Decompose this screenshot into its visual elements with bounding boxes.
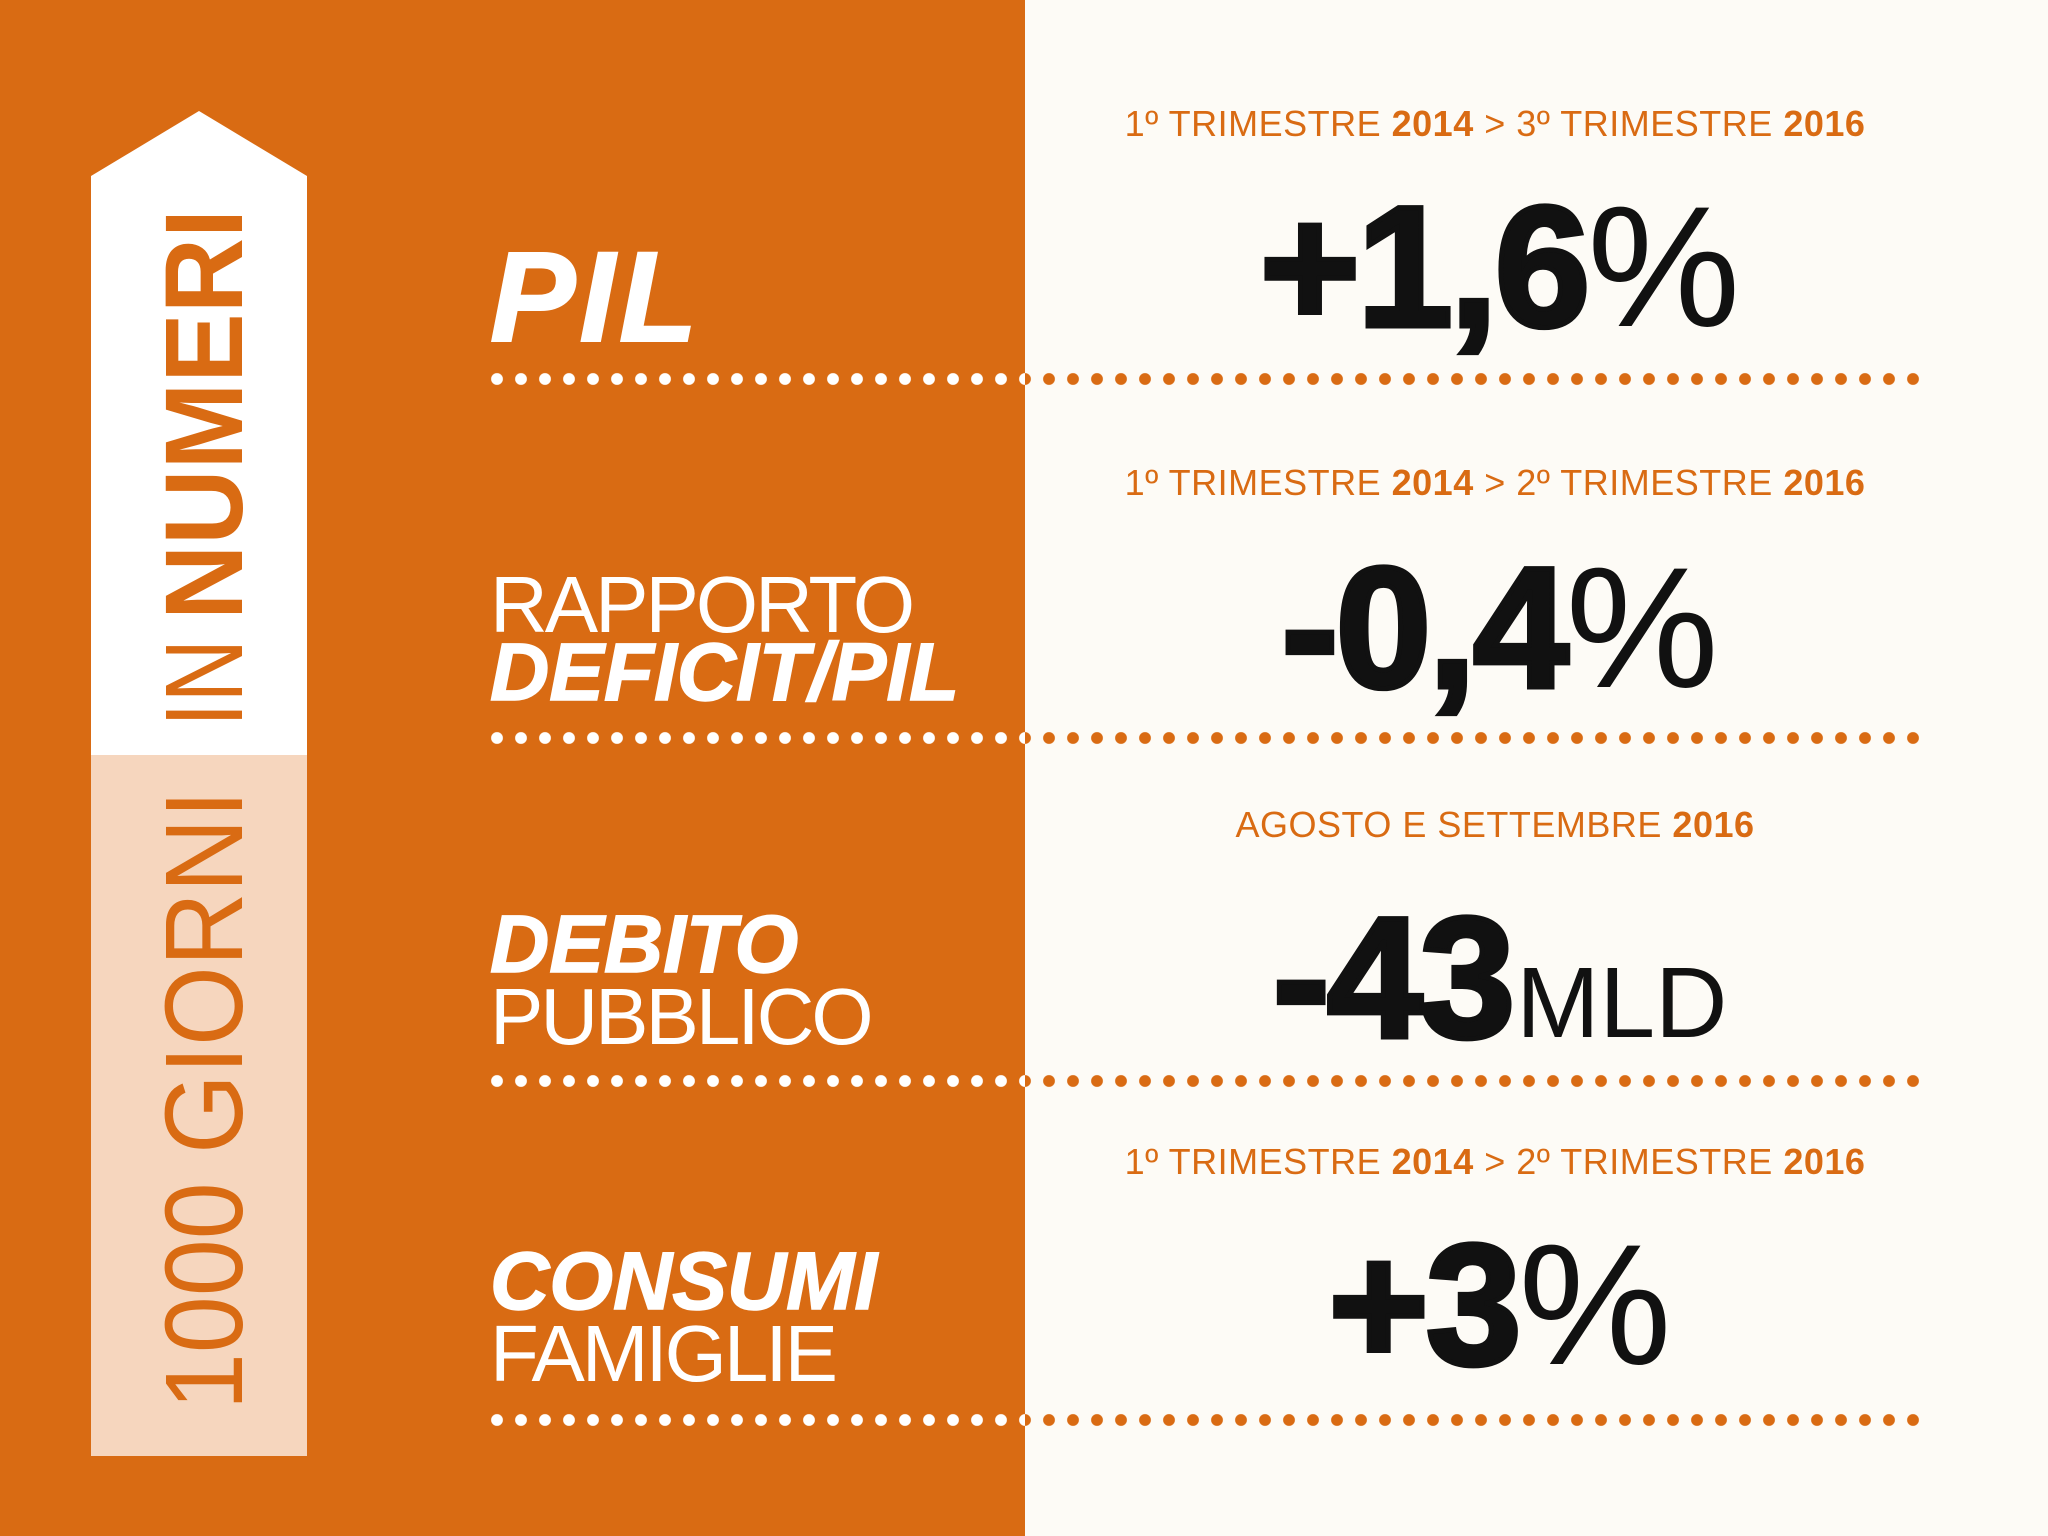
period-end-year: 2016	[1783, 1141, 1866, 1182]
period-start-year: 2014	[1391, 462, 1474, 503]
period-start: 1º TRIMESTRE	[1124, 1141, 1382, 1182]
period-start-year: 2014	[1391, 1141, 1474, 1182]
period-label: 1º TRIMESTRE 2014 > 3º TRIMESTRE 2016	[1095, 106, 1895, 142]
dotted-divider-orange-part	[1025, 1413, 1920, 1427]
metric-label-line1: CONSUMI	[489, 1236, 878, 1327]
period-start-year: 2014	[1391, 103, 1474, 144]
banner-arrow-head	[91, 111, 307, 756]
title-banner: 1000 GIORNI IN NUMERI	[91, 111, 307, 1456]
period-start: 1º TRIMESTRE	[1124, 103, 1382, 144]
metric-label-line2: DEFICIT/PIL	[489, 627, 960, 718]
value-number: +3	[1326, 1209, 1524, 1401]
period-label: 1º TRIMESTRE 2014 > 2º TRIMESTRE 2016	[1095, 465, 1895, 501]
value-unit: %	[1565, 532, 1719, 724]
metric-value-consumi: +3%	[1100, 1217, 1900, 1394]
period-end: 3º TRIMESTRE	[1516, 103, 1773, 144]
banner-lower-band	[91, 755, 307, 1456]
period-start-year: 2016	[1672, 804, 1755, 845]
metric-label-pil: PIL	[489, 226, 702, 369]
banner-title-in: IN	[143, 639, 266, 727]
period-start: AGOSTO E SETTEMBRE	[1235, 804, 1662, 845]
value-number: +1,6	[1257, 171, 1593, 363]
dotted-divider	[490, 372, 1920, 386]
dotted-divider-orange-part	[1025, 1074, 1920, 1088]
dotted-divider	[490, 731, 1920, 745]
period-separator: >	[1484, 103, 1506, 144]
metric-label-line2: PUBBLICO	[490, 972, 874, 1061]
dotted-divider-white-part	[490, 1074, 1025, 1088]
dotted-divider-white-part	[490, 372, 1025, 386]
metric-value-deficit: -0,4%	[1100, 540, 1900, 717]
period-end-year: 2016	[1783, 103, 1866, 144]
metric-value-debito: -43MLD	[1100, 890, 1900, 1067]
period-separator: >	[1484, 1141, 1506, 1182]
value-unit: %	[1587, 171, 1741, 363]
period-start: 1º TRIMESTRE	[1124, 462, 1382, 503]
period-end: 2º TRIMESTRE	[1516, 1141, 1773, 1182]
metric-label-line2: FAMIGLIE	[490, 1309, 838, 1398]
value-unit: MLD	[1516, 947, 1728, 1059]
dotted-divider-white-part	[490, 1413, 1025, 1427]
dotted-divider	[490, 1413, 1920, 1427]
dotted-divider-orange-part	[1025, 731, 1920, 745]
dotted-divider-white-part	[490, 731, 1025, 745]
period-separator: >	[1484, 462, 1506, 503]
value-unit: %	[1518, 1209, 1672, 1401]
period-end-year: 2016	[1783, 462, 1866, 503]
banner-title-days: 1000 GIORNI	[143, 790, 266, 1410]
banner-title-numbers: NUMERI	[143, 209, 266, 620]
dotted-divider-orange-part	[1025, 372, 1920, 386]
metric-value-pil: +1,6%	[1100, 179, 1900, 356]
value-number: -43	[1270, 882, 1518, 1074]
dotted-divider	[490, 1074, 1920, 1088]
metric-label-line1: RAPPORTO	[490, 560, 915, 649]
period-label: 1º TRIMESTRE 2014 > 2º TRIMESTRE 2016	[1095, 1144, 1895, 1180]
value-number: -0,4	[1279, 532, 1571, 724]
metric-label-line1: DEBITO	[489, 899, 799, 990]
period-label: AGOSTO E SETTEMBRE 2016	[1095, 807, 1895, 843]
period-end: 2º TRIMESTRE	[1516, 462, 1773, 503]
